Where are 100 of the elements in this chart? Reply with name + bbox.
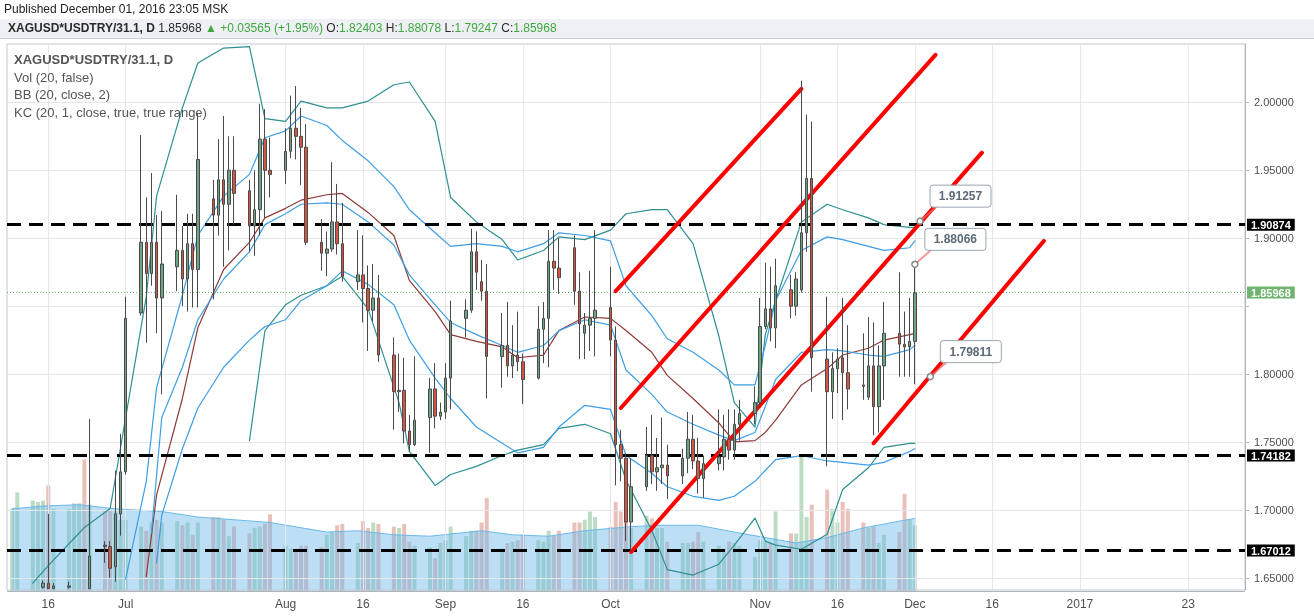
bar [577, 522, 582, 591]
bar [546, 530, 551, 591]
ref-line-label: 1.90874 [1251, 218, 1292, 231]
candlestick [681, 448, 684, 485]
candlestick [867, 316, 870, 401]
candlestick [181, 225, 184, 307]
candlestick [500, 312, 504, 389]
bar [773, 511, 778, 591]
candlestick [480, 259, 483, 302]
y-tick-label: 1.90000 [1254, 232, 1294, 245]
candlestick [841, 297, 844, 421]
bar [866, 527, 871, 591]
candlestick [516, 311, 519, 372]
bar [402, 523, 407, 591]
candlestick [872, 321, 875, 436]
candlestick [702, 455, 705, 499]
bar [221, 519, 226, 591]
bar [484, 497, 489, 591]
candlestick [124, 296, 127, 476]
candlestick [464, 298, 468, 338]
bar [82, 458, 87, 591]
candlestick [805, 114, 808, 253]
candlestick [449, 300, 452, 410]
candlestick [614, 326, 617, 486]
x-tick-label: Dec [904, 597, 926, 611]
candlestick [222, 115, 225, 268]
candlestick [248, 179, 251, 253]
candlestick [139, 134, 143, 317]
candlestick [175, 194, 179, 292]
annotation: 1.79811 [949, 344, 993, 359]
bar [871, 526, 876, 591]
x-tick-label: 16 [985, 597, 1000, 611]
candlestick [470, 228, 473, 314]
ref-line-label: 1.74182 [1251, 449, 1291, 462]
candlestick [341, 202, 344, 283]
candlestick [289, 95, 292, 159]
bar [371, 522, 376, 591]
candlestick [506, 301, 509, 378]
y-tick-label: 2.00000 [1254, 96, 1294, 109]
candlestick [150, 172, 153, 287]
bar [185, 522, 190, 591]
candlestick [583, 312, 586, 360]
x-tick-label: 16 [830, 597, 845, 611]
candlestick [542, 301, 545, 364]
x-tick-label: Nov [749, 597, 771, 611]
candlestick [485, 263, 488, 399]
candlestick [284, 127, 287, 185]
candlestick [810, 120, 813, 393]
candlestick [537, 305, 540, 380]
x-tick-label: Jul [117, 597, 134, 611]
candlestick [903, 311, 906, 378]
candlestick [145, 196, 148, 344]
x-tick-label: Oct [601, 597, 621, 611]
text: 1.85968 ▲ +0.03565 (+1.95%) O:1.82403 H:1.88078 L:1.79247 C:1.85968 [158, 21, 557, 35]
candlestick [774, 258, 777, 349]
candlestick [408, 414, 411, 452]
candlestick [212, 179, 215, 300]
bar [768, 542, 773, 591]
x-tick-label: 2017 [1066, 597, 1094, 611]
y-tick-label: 1.65000 [1254, 571, 1294, 584]
bar [180, 524, 185, 591]
candlestick [160, 210, 164, 395]
bar [505, 542, 510, 591]
candlestick [898, 271, 901, 378]
candlestick [738, 399, 741, 442]
ref-line-label: 1.67012 [1251, 544, 1291, 557]
candlestick [439, 402, 442, 421]
candlestick [764, 262, 767, 330]
candlestick [511, 324, 514, 379]
x-tick-label: 16 [356, 597, 370, 611]
line-series [155, 270, 916, 564]
bar [247, 532, 252, 591]
candlestick [155, 214, 158, 334]
ref-line-label: 1.85968 [1251, 286, 1291, 299]
candlestick [846, 324, 850, 410]
candlestick [253, 169, 256, 257]
candlestick [217, 138, 220, 237]
bar [902, 493, 907, 591]
y-tick-label: 1.75000 [1254, 435, 1294, 448]
candlestick [186, 213, 189, 313]
candlestick [377, 274, 380, 363]
x-tick-label: 16 [516, 597, 530, 611]
y-tick-label: 1.70000 [1254, 503, 1294, 516]
candlestick [645, 426, 648, 492]
candlestick [862, 332, 865, 401]
candlestick [831, 351, 834, 420]
candlestick [475, 230, 478, 291]
annotation: BB (20, close, 2) [14, 87, 111, 103]
candlestick [836, 347, 839, 394]
bar [897, 531, 902, 591]
bar [433, 557, 438, 591]
annotation: XAGUSD*USDTRY/31.1, D [14, 52, 174, 67]
bar [175, 520, 180, 591]
annotation: 1.88066 [933, 232, 978, 247]
bar [438, 542, 443, 591]
candlestick [573, 235, 576, 306]
bar [397, 527, 402, 591]
bar [288, 548, 293, 591]
candlestick [191, 213, 194, 308]
x-tick-label: Sep [434, 597, 457, 611]
